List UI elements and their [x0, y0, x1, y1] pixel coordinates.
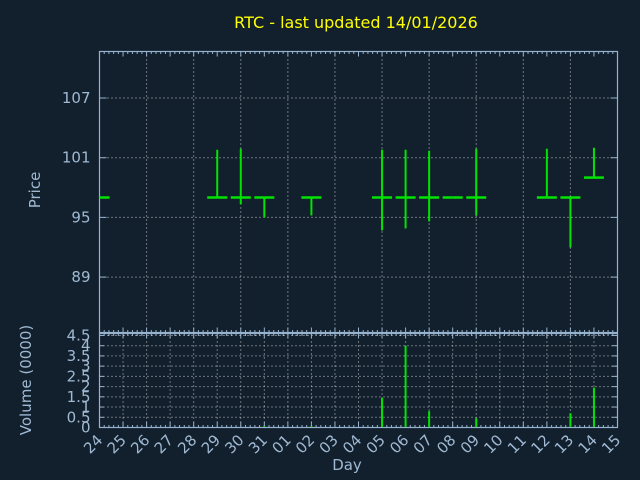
x-axis-label: Day [332, 456, 362, 474]
price-series [99, 147, 604, 248]
volume-tick-label: 2.5 [67, 367, 91, 385]
price-axis-label: Price [26, 172, 44, 209]
volume-tick-label: 1 [81, 398, 91, 416]
price-tick-label: 89 [71, 268, 90, 286]
chart-title: RTC - last updated 14/01/2026 [234, 13, 478, 32]
axes-layer [98, 50, 619, 429]
volume-tick-label: 4 [81, 337, 91, 355]
volume-tick-label: 0 [81, 419, 91, 437]
volume-series [263, 345, 595, 427]
price-tick-label: 107 [62, 89, 91, 107]
volume-tick-label: 4.5 [67, 326, 91, 344]
volume-tick-label: 0.5 [67, 408, 91, 426]
volume-tick-label: 3.5 [67, 347, 91, 365]
volume-tick-label: 1.5 [67, 388, 91, 406]
volume-tick-label: 3 [81, 357, 91, 375]
data-layer [99, 147, 604, 427]
price-tick-label: 95 [71, 208, 90, 226]
volume-tick-label: 2 [81, 378, 91, 396]
volume-axis-label: Volume (0000) [17, 325, 35, 435]
price-tick-label: 101 [62, 149, 91, 167]
